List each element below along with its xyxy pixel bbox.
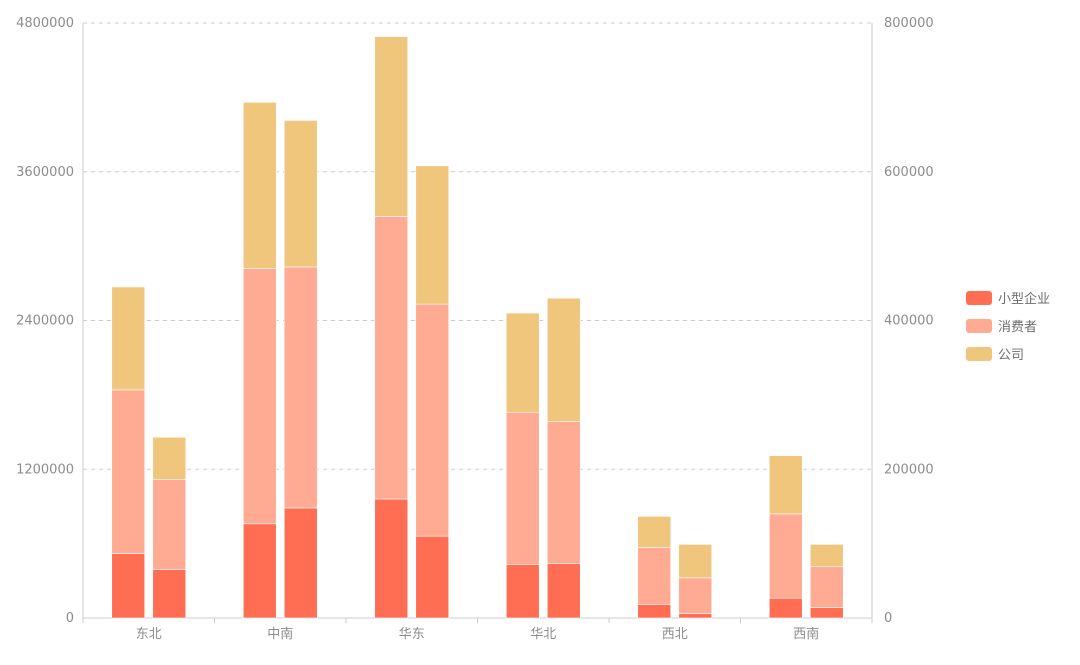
bar-segment-left-2[interactable]: [637, 516, 672, 548]
bar-segment-right-2[interactable]: [283, 120, 318, 268]
bar-segment-left-1[interactable]: [637, 547, 672, 605]
bar-segment-right-0[interactable]: [809, 607, 844, 619]
bar-segment-right-0[interactable]: [152, 569, 187, 619]
bar-segment-left-1[interactable]: [111, 389, 146, 554]
x-category-label: 华北: [530, 627, 556, 642]
bar-segment-left-1[interactable]: [505, 411, 540, 565]
grid-lines: [83, 22, 872, 470]
legend-swatch-icon: [966, 347, 992, 361]
bar-segment-left-0[interactable]: [768, 597, 803, 619]
y-right-tick-label: 600000: [884, 165, 934, 180]
bar-segment-right-1[interactable]: [152, 479, 187, 570]
y-right-tick-label: 800000: [884, 16, 934, 31]
bar-segment-right-2[interactable]: [546, 297, 581, 422]
bar-segment-left-0[interactable]: [505, 564, 540, 619]
bar-segment-left-0[interactable]: [374, 498, 409, 619]
y-right-tick-label: 0: [884, 611, 892, 626]
legend-label: 小型企业: [998, 291, 1050, 307]
bar-segment-left-2[interactable]: [374, 36, 409, 217]
bar-segment-right-1[interactable]: [283, 266, 318, 509]
legend-label: 公司: [998, 348, 1024, 363]
bar-segment-left-1[interactable]: [242, 268, 277, 525]
bar-segment-left-0[interactable]: [111, 553, 146, 619]
bar-segment-right-1[interactable]: [809, 566, 844, 608]
legend-item[interactable]: 消费者: [966, 319, 1037, 335]
legend-item[interactable]: 小型企业: [966, 291, 1050, 307]
bar-segment-right-1[interactable]: [546, 421, 581, 565]
bar-segment-left-2[interactable]: [505, 312, 540, 413]
bar-segment-left-2[interactable]: [768, 455, 803, 515]
axis-labels: 0 0 1200000 200000 2400000 400000 3600000 60000…: [16, 16, 934, 642]
y-left-tick-label: 0: [66, 611, 74, 626]
bar-segment-left-2[interactable]: [242, 102, 277, 269]
bar-segment-left-2[interactable]: [111, 286, 146, 391]
legend-item[interactable]: 公司: [966, 347, 1024, 363]
bar-segment-left-1[interactable]: [768, 513, 803, 599]
bar-segment-right-0[interactable]: [546, 563, 581, 619]
legend-label: 消费者: [998, 320, 1037, 335]
bars: [111, 36, 844, 619]
x-category-label: 东北: [136, 627, 162, 642]
y-right-tick-label: 200000: [884, 462, 934, 477]
x-category-label: 华东: [399, 627, 425, 642]
bar-segment-left-0[interactable]: [242, 523, 277, 619]
y-left-tick-label: 3600000: [16, 165, 74, 180]
bar-segment-right-2[interactable]: [415, 165, 450, 305]
x-category-label: 西南: [793, 626, 819, 642]
bar-segment-right-2[interactable]: [809, 544, 844, 567]
y-left-tick-label: 4800000: [16, 16, 74, 31]
legend-swatch-icon: [966, 291, 992, 305]
legend-swatch-icon: [966, 319, 992, 333]
bar-segment-right-0[interactable]: [283, 507, 318, 619]
bar-segment-right-2[interactable]: [152, 436, 187, 480]
y-left-tick-label: 2400000: [16, 314, 74, 329]
y-left-tick-label: 1200000: [16, 462, 74, 477]
bar-segment-left-0[interactable]: [637, 604, 672, 619]
y-right-tick-label: 400000: [884, 314, 934, 329]
bar-segment-right-0[interactable]: [678, 613, 713, 619]
x-category-label: 西北: [662, 627, 688, 642]
bar-segment-left-1[interactable]: [374, 216, 409, 500]
bar-segment-right-0[interactable]: [415, 535, 450, 619]
bar-segment-right-1[interactable]: [415, 303, 450, 537]
x-category-label: 中南: [267, 626, 293, 642]
bar-segment-right-2[interactable]: [678, 544, 713, 579]
bar-segment-right-1[interactable]: [678, 577, 713, 614]
axes: [82, 23, 873, 623]
